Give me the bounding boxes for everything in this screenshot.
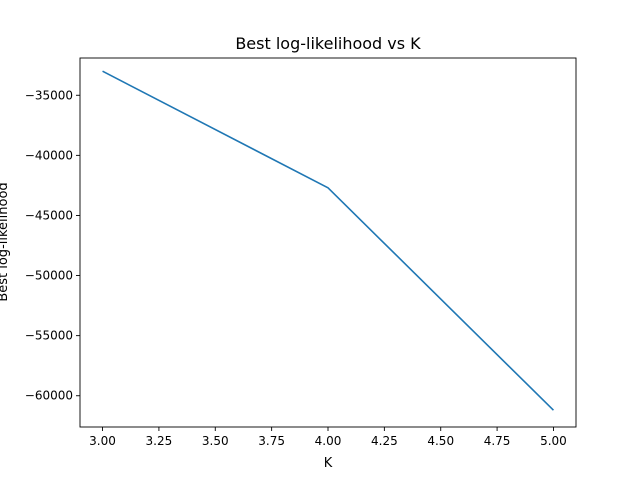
- y-tick-label: −35000: [25, 88, 73, 102]
- x-tick-label: 4.75: [484, 434, 511, 448]
- x-tick-label: 4.00: [315, 434, 342, 448]
- chart-title: Best log-likelihood vs K: [235, 34, 421, 53]
- x-tick-label: 5.00: [540, 434, 567, 448]
- y-tick-label: −45000: [25, 208, 73, 222]
- x-tick-label: 3.75: [258, 434, 285, 448]
- y-tick-label: −50000: [25, 269, 73, 283]
- plot-area: 3.00 3.25 3.50 3.75 4.00 4.25 4.50 4.75 5.00 −350…: [25, 57, 577, 448]
- x-axis-label: K: [324, 456, 333, 471]
- y-tick-label: −40000: [25, 148, 73, 162]
- x-tick-label: 3.00: [89, 434, 116, 448]
- x-tick-label: 3.25: [146, 434, 173, 448]
- x-tick-label: 4.25: [371, 434, 398, 448]
- y-tick-label: −55000: [25, 329, 73, 343]
- x-tick-label: 4.50: [427, 434, 454, 448]
- plot-frame: [79, 57, 577, 428]
- y-axis-label: Best log-likelihood: [0, 182, 11, 301]
- x-tick-label: 3.50: [202, 434, 229, 448]
- series-line: [102, 70, 555, 411]
- y-tick-label: −60000: [25, 389, 73, 403]
